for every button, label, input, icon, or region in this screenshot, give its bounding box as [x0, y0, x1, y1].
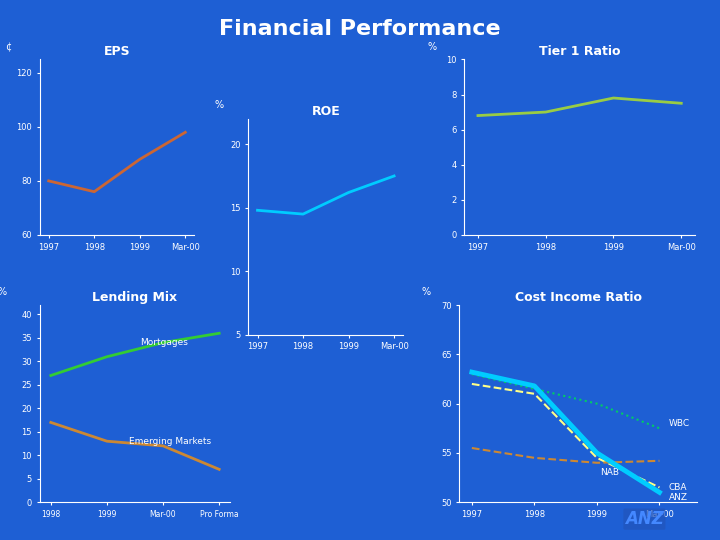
Title: ROE: ROE — [312, 105, 340, 118]
Text: NAB: NAB — [600, 468, 619, 477]
Text: ANZ: ANZ — [625, 510, 664, 528]
Text: %: % — [428, 42, 436, 52]
Text: %: % — [421, 287, 431, 297]
Title: Lending Mix: Lending Mix — [92, 291, 178, 304]
Text: CBA: CBA — [669, 483, 688, 492]
Text: WBC: WBC — [669, 420, 690, 428]
Title: EPS: EPS — [104, 45, 130, 58]
Text: Emerging Markets: Emerging Markets — [130, 436, 212, 446]
Title: Tier 1 Ratio: Tier 1 Ratio — [539, 45, 621, 58]
Text: %: % — [215, 100, 223, 110]
Text: Mortgages: Mortgages — [140, 338, 189, 347]
Text: ANZ: ANZ — [669, 493, 688, 502]
Text: Financial Performance: Financial Performance — [219, 19, 501, 39]
Text: ¢: ¢ — [6, 42, 12, 52]
Title: Cost Income Ratio: Cost Income Ratio — [515, 291, 642, 304]
Text: %: % — [0, 287, 6, 297]
